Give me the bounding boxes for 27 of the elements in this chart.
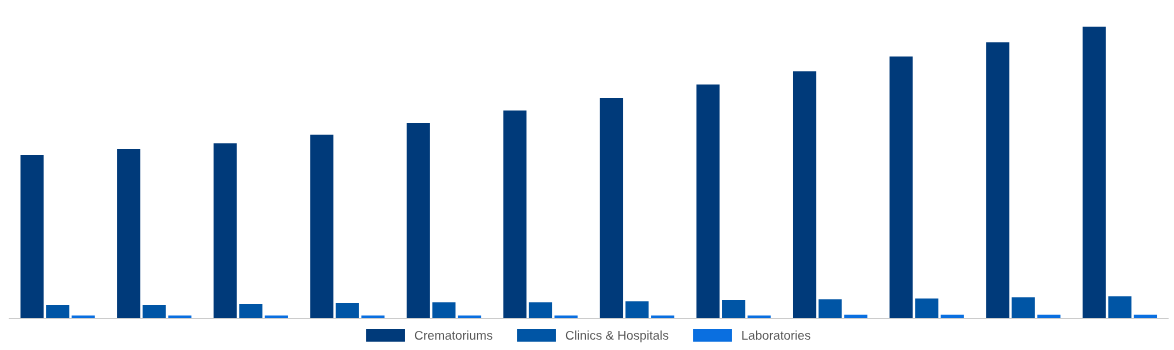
bar [1108, 296, 1132, 319]
legend-label: Laboratories [742, 330, 811, 340]
bar [239, 303, 263, 319]
bar [310, 134, 334, 319]
bar [915, 298, 939, 319]
bar [213, 143, 237, 319]
bar [722, 300, 746, 319]
bar [986, 42, 1010, 319]
bar [818, 299, 842, 319]
bar [46, 305, 70, 319]
bar [528, 302, 553, 319]
bar [1082, 26, 1106, 319]
bar [503, 110, 527, 319]
bar [406, 123, 430, 319]
bar [432, 302, 456, 319]
bar [142, 305, 166, 319]
bar [20, 154, 44, 319]
bar [889, 56, 913, 319]
bar [117, 149, 141, 319]
bar [792, 71, 817, 319]
bar [696, 84, 720, 319]
bar [599, 98, 624, 319]
bar [335, 303, 359, 319]
legend-label: Crematoriums [414, 330, 493, 340]
bar [625, 301, 649, 319]
bar [1011, 297, 1035, 319]
legend-label: Clinics & Hospitals [565, 330, 669, 343]
